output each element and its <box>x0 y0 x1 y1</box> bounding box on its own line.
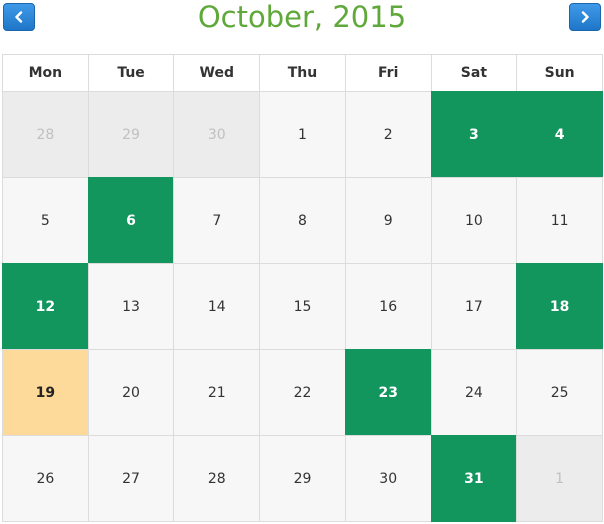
calendar-day[interactable]: 30 <box>344 435 432 522</box>
calendar-day[interactable]: 24 <box>430 349 518 436</box>
calendar-day-event[interactable]: 23 <box>344 349 432 436</box>
calendar-day[interactable]: 14 <box>173 263 261 350</box>
calendar-day-event[interactable]: 4 <box>516 91 603 178</box>
next-month-button[interactable] <box>569 3 601 31</box>
calendar-day-event[interactable]: 18 <box>516 263 603 350</box>
weekday-header-sun: Sun <box>516 54 603 92</box>
calendar-day[interactable]: 22 <box>259 349 346 436</box>
calendar-day-event[interactable]: 6 <box>87 177 175 264</box>
calendar-day[interactable]: 16 <box>344 263 432 350</box>
calendar-day[interactable]: 1 <box>259 91 346 178</box>
weekday-header-fri: Fri <box>344 54 432 92</box>
calendar-header: October, 2015 <box>0 0 604 40</box>
calendar-day[interactable]: 28 <box>173 435 261 522</box>
calendar-day[interactable]: 2 <box>344 91 432 178</box>
calendar-day-other-month[interactable]: 28 <box>2 91 89 178</box>
calendar-day[interactable]: 13 <box>87 263 175 350</box>
calendar-day[interactable]: 9 <box>344 177 432 264</box>
calendar-day[interactable]: 21 <box>173 349 261 436</box>
weekday-header-thu: Thu <box>259 54 346 92</box>
calendar-day-other-month[interactable]: 29 <box>87 91 175 178</box>
calendar-day[interactable]: 27 <box>87 435 175 522</box>
chevron-right-icon <box>581 11 589 23</box>
calendar-day-event[interactable]: 12 <box>2 263 89 350</box>
calendar-day[interactable]: 10 <box>430 177 518 264</box>
weekday-header-sat: Sat <box>430 54 518 92</box>
calendar-day-other-month[interactable]: 30 <box>173 91 261 178</box>
calendar-day[interactable]: 5 <box>2 177 89 264</box>
weekday-header-mon: Mon <box>2 54 89 92</box>
calendar-day[interactable]: 11 <box>516 177 603 264</box>
calendar-day[interactable]: 7 <box>173 177 261 264</box>
weekday-header-tue: Tue <box>87 54 175 92</box>
calendar-day-today[interactable]: 19 <box>2 349 89 436</box>
calendar-day-event[interactable]: 3 <box>430 91 518 178</box>
weekday-header-wed: Wed <box>173 54 261 92</box>
calendar-day[interactable]: 29 <box>259 435 346 522</box>
calendar-day[interactable]: 17 <box>430 263 518 350</box>
calendar-day-event[interactable]: 31 <box>430 435 518 522</box>
calendar-day[interactable]: 25 <box>516 349 603 436</box>
month-title: October, 2015 <box>197 0 407 34</box>
calendar-day[interactable]: 26 <box>2 435 89 522</box>
previous-month-button[interactable] <box>3 3 35 31</box>
calendar-day-other-month[interactable]: 1 <box>516 435 603 522</box>
calendar-day[interactable]: 8 <box>259 177 346 264</box>
calendar-day[interactable]: 15 <box>259 263 346 350</box>
chevron-left-icon <box>15 11 23 23</box>
calendar-day[interactable]: 20 <box>87 349 175 436</box>
